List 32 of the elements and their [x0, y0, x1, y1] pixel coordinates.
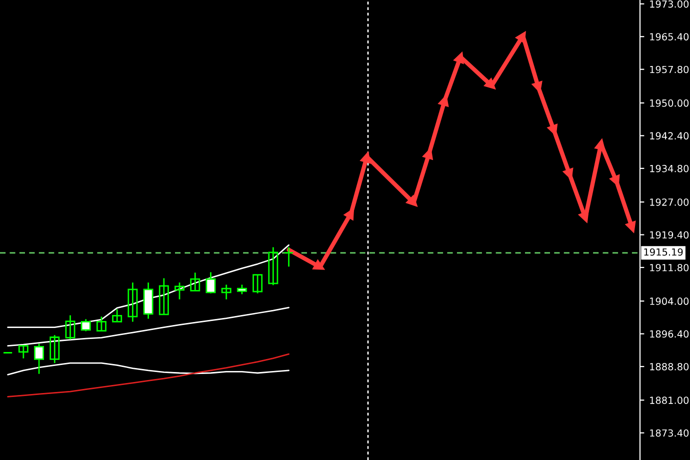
line-series	[7, 353, 290, 398]
y-tick-label: 1881.00	[650, 396, 689, 404]
candlestick	[190, 272, 200, 292]
y-tick-label: 1934.80	[650, 164, 689, 172]
y-tick-label: 1873.40	[650, 429, 689, 437]
candlestick	[284, 246, 294, 268]
candlestick	[174, 282, 184, 300]
candlestick	[158, 278, 169, 316]
y-tick-label: 1957.80	[650, 66, 689, 74]
candlestick	[128, 282, 138, 322]
y-tick-label: 1950.00	[650, 99, 689, 107]
candlestick	[50, 334, 60, 364]
candlestick	[252, 274, 263, 294]
candlestick	[18, 345, 28, 360]
candlestick	[268, 246, 278, 286]
y-tick-label: 1965.40	[650, 33, 689, 40]
candlestick	[65, 314, 76, 340]
candlestick	[221, 284, 232, 300]
candlestick	[236, 284, 247, 295]
candlestick	[206, 272, 216, 294]
y-tick-label: 1904.00	[650, 298, 689, 305]
y-tick-label: 1942.40	[650, 132, 689, 140]
y-tick-label: 1927.00	[650, 198, 689, 206]
y-tick-label: 1888.80	[650, 363, 689, 370]
y-tick-label: 1896.40	[650, 330, 689, 338]
ref-line-label: 1915.19	[644, 248, 683, 256]
line-series	[7, 362, 290, 376]
y-tick-label: 1911.80	[650, 264, 689, 272]
candlestick	[112, 308, 122, 322]
candlestick	[96, 316, 106, 332]
y-tick-label: 1973.00	[650, 0, 689, 8]
y-tick-label: 1919.40	[650, 231, 689, 239]
